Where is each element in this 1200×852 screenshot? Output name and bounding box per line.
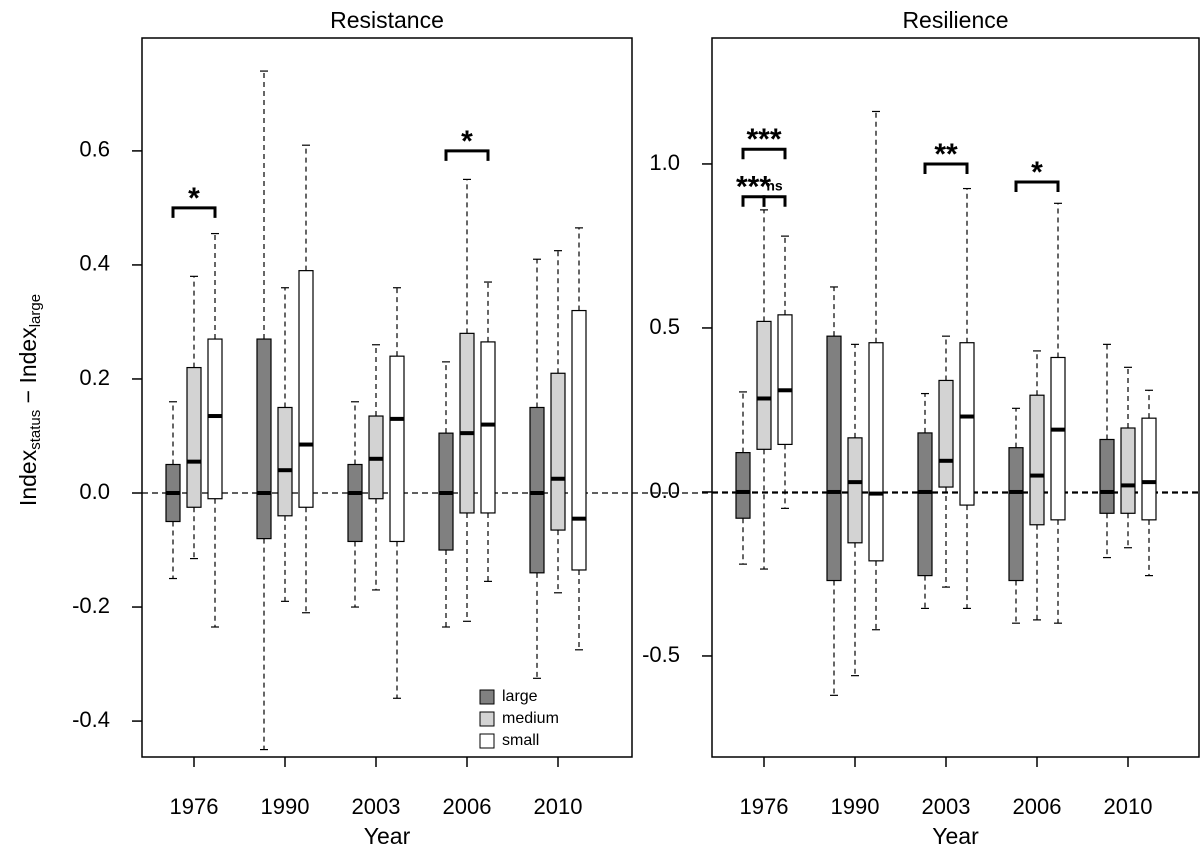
panel-title: Resistance [330, 7, 444, 33]
box [959, 342, 975, 506]
significance-label: *** [746, 123, 781, 156]
y-tick-label: 0.5 [649, 314, 680, 339]
significance-label: * [1031, 156, 1043, 189]
y-tick-label: 0.6 [79, 137, 110, 162]
box [777, 314, 793, 446]
y-tick-label: -0.5 [642, 642, 680, 667]
significance-bracket [1014, 180, 1060, 192]
box [207, 338, 223, 500]
y-tick-label: 0.2 [79, 365, 110, 390]
x-tick-label: 2006 [443, 794, 492, 819]
legend-swatch [479, 733, 495, 749]
box [917, 432, 933, 577]
significance-bracket [923, 162, 969, 174]
box [571, 309, 587, 571]
y-axis-label-part: − Index [15, 327, 41, 410]
box [1008, 447, 1024, 582]
legend-swatch [479, 689, 495, 705]
box [826, 335, 842, 582]
box [1141, 417, 1157, 521]
plot-frame [141, 37, 633, 758]
y-axis-label-part: large [27, 294, 44, 327]
box [459, 332, 475, 514]
significance-bracket [741, 147, 787, 160]
box [529, 406, 545, 574]
legend-label: small [502, 732, 539, 749]
x-tick-label: 2003 [922, 794, 971, 819]
box [186, 366, 202, 508]
x-tick-label: 2010 [534, 794, 583, 819]
y-tick-label: 0.0 [649, 478, 680, 503]
box [347, 463, 363, 543]
box [389, 355, 405, 543]
box [1050, 356, 1066, 521]
legend-swatch [479, 711, 495, 727]
significance-bracket [762, 195, 787, 207]
y-axis-label-part: status [27, 410, 44, 450]
box [1099, 438, 1115, 514]
y-tick-label: 0.4 [79, 251, 110, 276]
x-tick-label: 2003 [352, 794, 401, 819]
y-axis-label-part: Index [15, 449, 41, 506]
x-tick-label: 1976 [740, 794, 789, 819]
legend-label: medium [502, 710, 559, 727]
x-tick-label: 1990 [261, 794, 310, 819]
box [868, 342, 884, 562]
box [1029, 394, 1045, 526]
plot-frame [711, 37, 1200, 758]
box [256, 338, 272, 540]
x-tick-label: 2006 [1013, 794, 1062, 819]
y-tick-label: 1.0 [649, 150, 680, 175]
significance-bracket [444, 149, 490, 161]
significance-label: * [188, 182, 200, 215]
significance-label: ** [934, 138, 958, 171]
x-axis-label: Year [932, 823, 979, 849]
x-tick-label: 1990 [831, 794, 880, 819]
box [847, 437, 863, 544]
box [550, 372, 566, 531]
box [938, 379, 954, 488]
box [480, 341, 496, 514]
box [277, 406, 293, 517]
x-axis-label: Year [364, 823, 411, 849]
y-tick-label: -0.2 [72, 593, 110, 618]
box [735, 452, 751, 519]
significance-label: * [461, 125, 473, 158]
y-tick-label: -0.4 [72, 707, 110, 732]
x-tick-label: 2010 [1104, 794, 1153, 819]
significance-bracket [171, 206, 217, 218]
y-tick-label: 0.0 [79, 479, 110, 504]
box [756, 320, 772, 450]
box [1120, 427, 1136, 514]
significance-label: ns [766, 177, 783, 193]
y-axis-label: Indexstatus − Indexlarge [15, 294, 44, 506]
legend-label: large [502, 688, 538, 705]
box [298, 270, 314, 508]
x-tick-label: 1976 [170, 794, 219, 819]
panel-title: Resilience [902, 7, 1008, 33]
